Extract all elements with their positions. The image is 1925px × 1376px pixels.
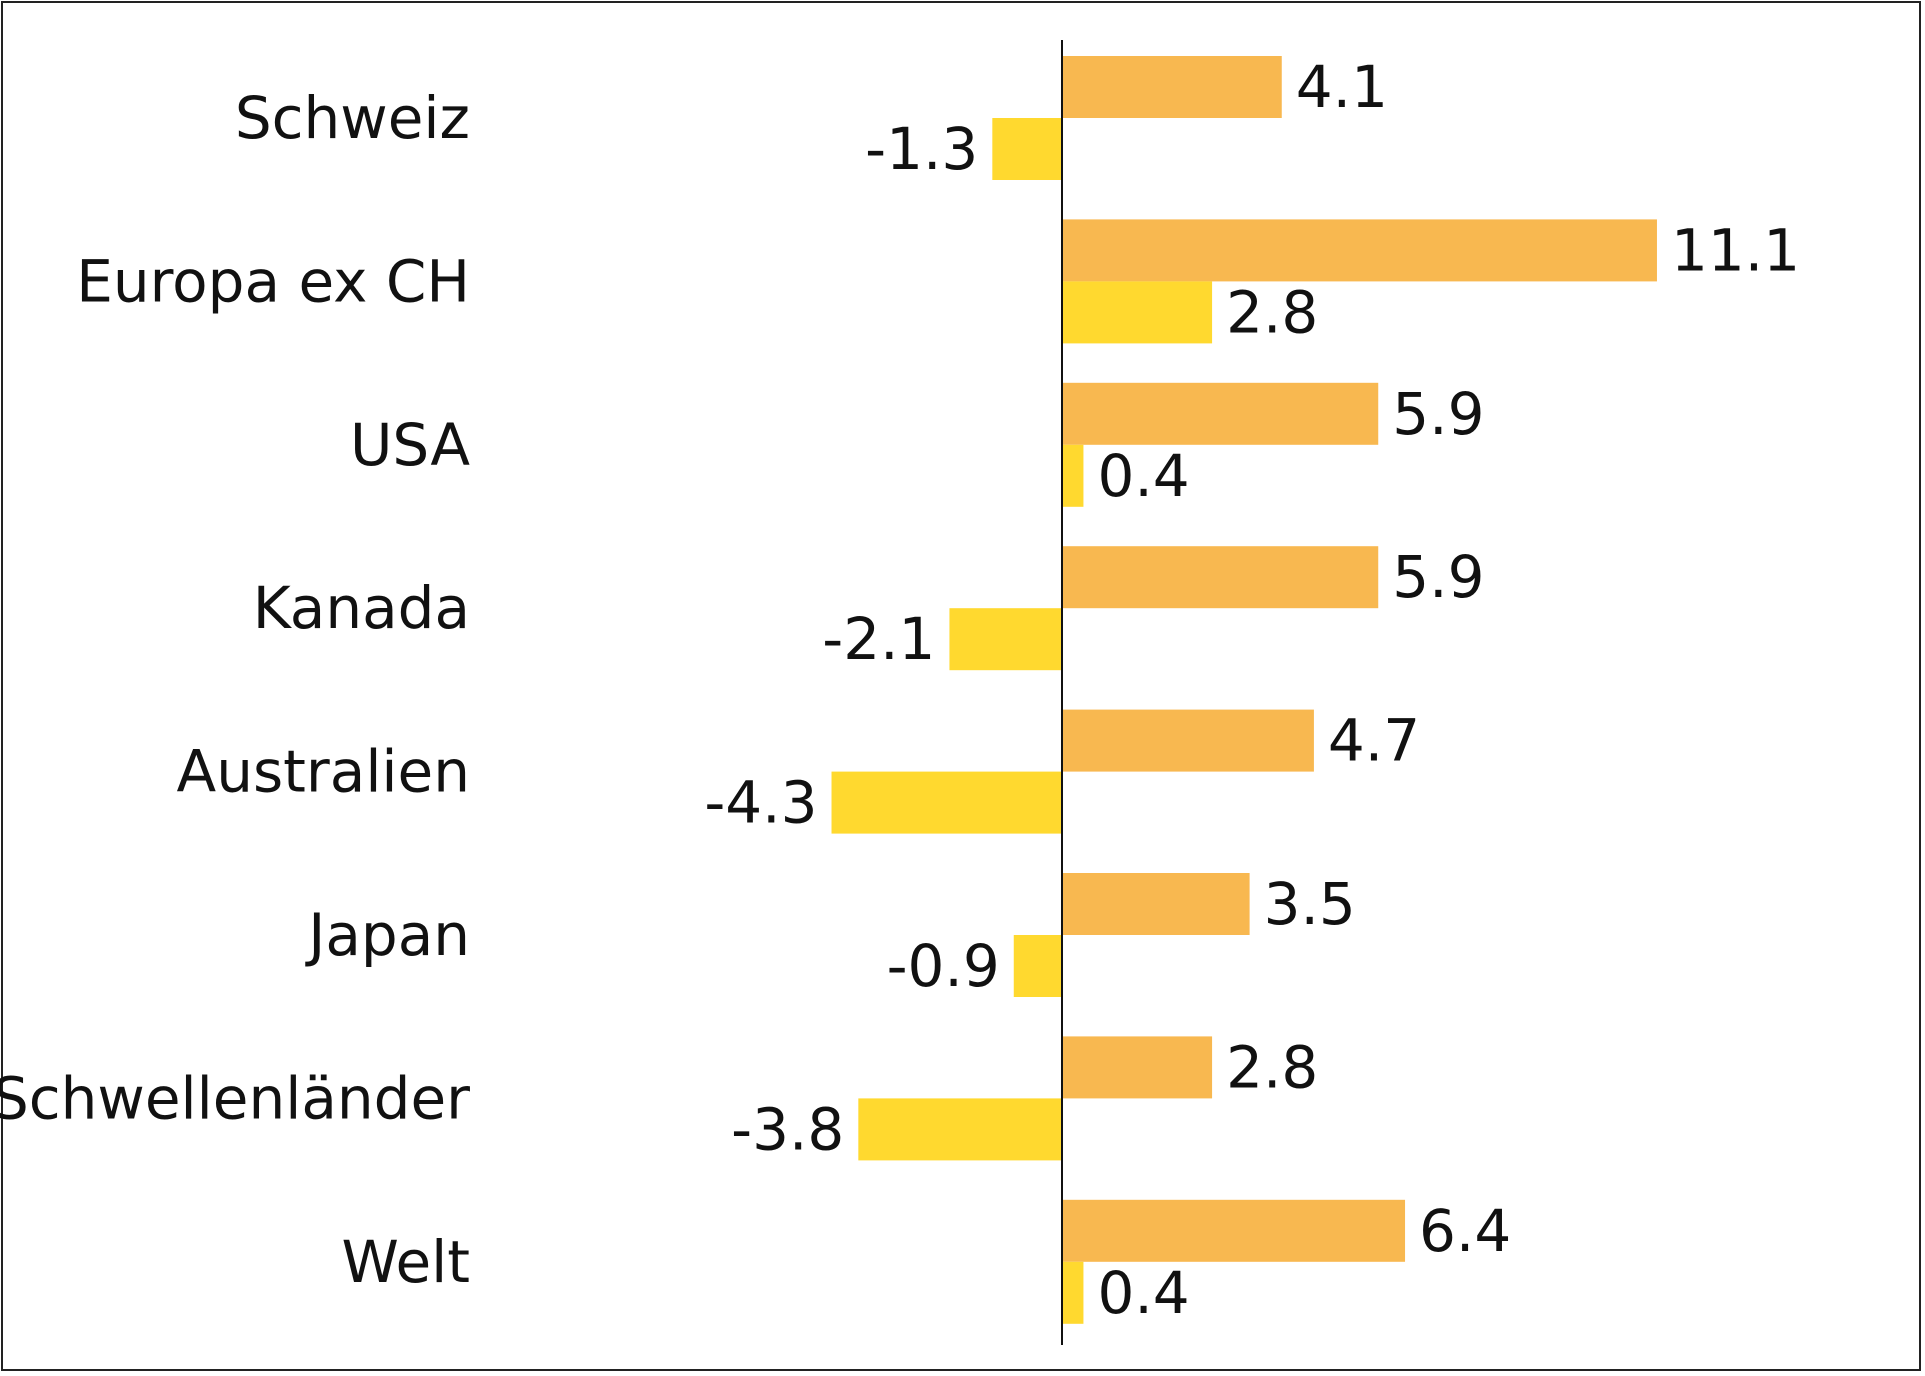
category-label-europa-ex-ch: Europa ex CH <box>76 247 470 315</box>
bar-usa-series1 <box>1062 382 1379 445</box>
bars-layer <box>831 56 1657 1324</box>
bar-welt-series2 <box>1062 1261 1084 1324</box>
category-label-kanada: Kanada <box>253 574 470 642</box>
bar-schweiz-series1 <box>1062 56 1282 118</box>
data-label-welt-series2: 0.4 <box>1097 1259 1189 1327</box>
bar-schwellenlander-series1 <box>1062 1036 1213 1099</box>
category-label-schwellenlander: Schwellenländer <box>0 1064 470 1132</box>
data-label-japan-series1: 3.5 <box>1264 870 1356 938</box>
data-label-welt-series1: 6.4 <box>1419 1197 1511 1265</box>
data-label-australien-series1: 4.7 <box>1328 707 1420 775</box>
bar-australien-series1 <box>1062 709 1314 772</box>
category-label-usa: USA <box>350 411 470 479</box>
category-label-japan: Japan <box>305 901 470 969</box>
data-label-usa-series1: 5.9 <box>1392 380 1484 448</box>
bar-japan-series2 <box>1013 935 1062 997</box>
data-label-japan-series2: -0.9 <box>887 932 1000 1000</box>
bar-usa-series2 <box>1062 444 1084 507</box>
bar-welt-series1 <box>1062 1199 1406 1262</box>
data-label-schwellenlander-series2: -3.8 <box>731 1095 844 1163</box>
data-label-australien-series2: -4.3 <box>704 769 817 837</box>
bar-europa-ex-ch-series2 <box>1062 281 1213 344</box>
bar-schwellenlander-series2 <box>858 1098 1062 1161</box>
data-label-europa-ex-ch-series1: 11.1 <box>1671 216 1800 284</box>
data-label-schweiz-series1: 4.1 <box>1296 53 1388 121</box>
data-label-usa-series2: 0.4 <box>1097 442 1189 510</box>
bar-australien-series2 <box>831 771 1062 834</box>
bar-schweiz-series2 <box>992 118 1062 180</box>
bar-kanada-series1 <box>1062 546 1379 609</box>
data-label-kanada-series2: -2.1 <box>822 605 935 673</box>
category-label-australien: Australien <box>177 738 470 806</box>
category-label-welt: Welt <box>342 1228 471 1296</box>
data-label-kanada-series1: 5.9 <box>1392 543 1484 611</box>
bar-kanada-series2 <box>949 608 1062 671</box>
data-label-schweiz-series2: -1.3 <box>865 115 978 183</box>
category-label-schweiz: Schweiz <box>235 84 470 152</box>
bar-japan-series1 <box>1062 873 1250 935</box>
labels-layer: Schweiz 4.1 -1.3 Europa ex CH 11.1 2.8 USA 5.9 0… <box>0 53 1800 1327</box>
data-label-europa-ex-ch-series2: 2.8 <box>1226 278 1318 346</box>
bar-europa-ex-ch-series1 <box>1062 219 1657 282</box>
data-label-schwellenlander-series1: 2.8 <box>1226 1033 1318 1101</box>
